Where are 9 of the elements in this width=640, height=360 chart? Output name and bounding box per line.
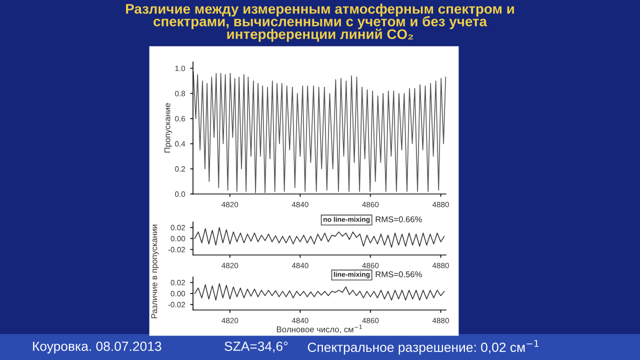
text: SZA=34,6° (224, 342, 288, 352)
annotation: RMS=0.56% (376, 271, 422, 278)
y-axis-title: Пропускание (164, 103, 172, 153)
annotation: RMS=0.66% (376, 216, 422, 222)
text: Коуровка. 08.07.2013 (33, 342, 162, 354)
chart-title: Различие между измеренным атмосферным спектром и спектрами, вычисленными с учетом и без учета интерференции линий CO₂ (126, 4, 514, 42)
text: Спектральное разрешение: 0,02 см$^{−1}$ (308, 340, 538, 355)
x-axis-title: Волновое число, см$^{−1}$ (276, 324, 362, 334)
y-axis-title: Различие в пропускании (151, 224, 159, 318)
